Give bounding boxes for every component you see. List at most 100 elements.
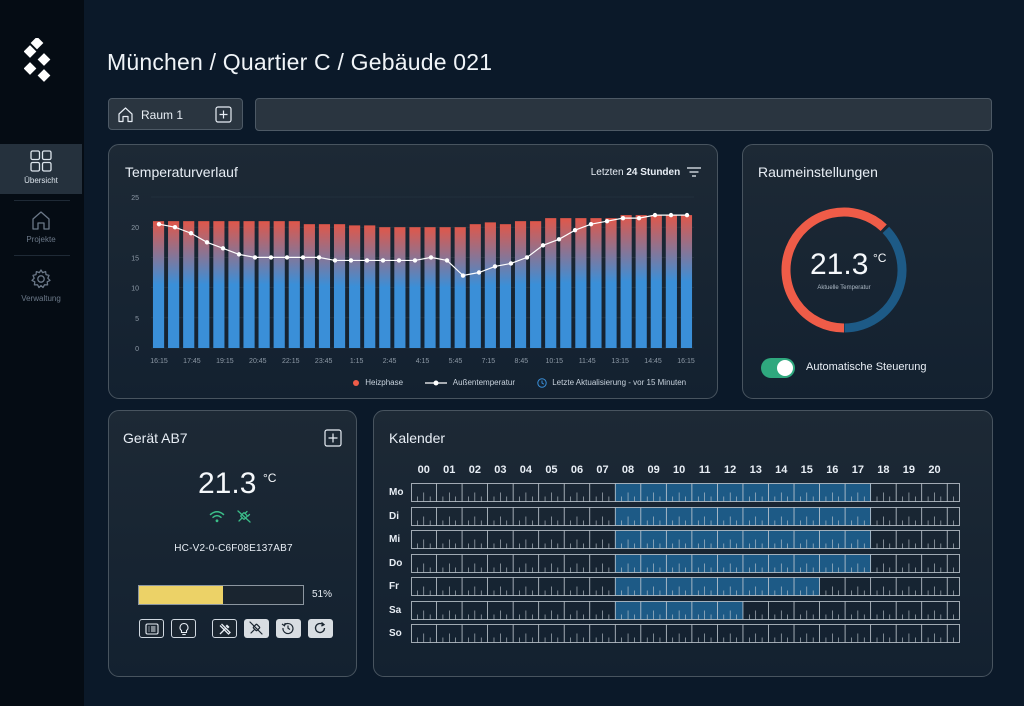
chart-bar [333,224,346,348]
calendar-hour-label: 18 [877,464,890,476]
calendar-day-row[interactable] [411,600,960,620]
calendar-hour-label: 15 [800,464,813,476]
outside-temperature-point [284,255,290,260]
grid-icon [30,150,52,172]
divider [14,200,70,201]
x-tick-label: 11:45 [579,358,596,365]
add-device-icon[interactable] [324,429,342,447]
battery-label: 51% [312,589,333,600]
y-tick-label: 5 [135,316,139,323]
x-tick-label: 19:15 [216,358,234,365]
chart-bar [152,221,165,348]
chart-bar [530,221,542,348]
calendar-day-row[interactable] [411,530,960,549]
room-settings-card: Raumeinstellungen 21.3 °C Aktuelle Tempe… [742,144,993,399]
search-input[interactable] [255,98,992,131]
calendar-day-row[interactable] [411,624,960,643]
calendar-day-label: Sa [389,604,402,616]
range-value: 24 Stunden [626,167,681,178]
x-tick-label: 22:15 [282,358,300,365]
x-tick-label: 2:45 [383,358,397,365]
chart-bar [243,221,255,348]
chart-bar [454,227,466,348]
page-title: München / Quartier C / Gebäude 021 [107,49,493,75]
auto-control-toggle[interactable] [761,358,795,378]
add-room-icon[interactable] [215,106,232,123]
outside-temperature-point [332,258,338,263]
clock-icon [537,378,547,388]
outside-temperature-point [588,221,594,227]
calendar-hour-label: 13 [749,464,762,476]
outside-temperature-point [220,246,226,251]
calendar-hour-label: 06 [570,464,584,476]
x-tick-label: 23:45 [315,358,333,365]
range-selector[interactable]: Letzten 24 Stunden [591,167,701,178]
calendar-day-label: So [389,628,402,639]
light-button[interactable] [171,619,196,638]
auto-control-label: Automatische Steuerung [806,361,927,373]
battery-progress [138,585,304,605]
history-button[interactable] [276,619,301,638]
outside-temperature-point [524,255,530,260]
outside-temperature-point [364,258,370,263]
legend-update: Letzte Aktualisierung - vor 15 Minuten [537,378,686,388]
sidebar-item-projekte[interactable]: Projekte [0,203,82,253]
list-button[interactable] [139,619,164,638]
outside-temperature-point [556,237,562,242]
outside-temperature-point [412,258,418,263]
plug-icon [237,510,252,523]
card-title: Raumeinstellungen [758,164,878,180]
disconnect-button[interactable] [244,619,269,638]
logo-icon [24,38,51,82]
x-tick-label: 5:45 [449,358,463,365]
x-tick-label: 16:15 [677,358,695,365]
calendar-hour-label: 16 [826,464,839,476]
chart-bar [680,215,693,348]
battery-fill [139,586,223,604]
sidebar-item-verwaltung[interactable]: Verwaltung [0,262,82,312]
chart-bar [168,221,180,348]
outside-temperature-point [652,212,658,218]
home-icon [32,211,50,230]
list-icon [145,623,159,635]
room-selector[interactable]: Raum 1 [108,98,243,130]
refresh-button[interactable] [308,619,333,638]
legend-outside: Außentemperatur [425,378,515,387]
calendar-hour-label: 04 [519,464,533,476]
calendar-day-row[interactable] [411,483,960,502]
device-status-icons [209,510,252,528]
outside-temperature-point [316,255,322,260]
outside-temperature-point [604,218,610,224]
outside-temperature-point [396,258,402,263]
calendar-day-row[interactable] [411,577,960,596]
range-prefix: Letzten [590,167,624,178]
temperature-gauge [781,207,907,333]
calendar-hour-label: 07 [596,464,609,476]
sidebar-item-uebersicht[interactable]: Übersicht [0,144,82,194]
home-icon [118,107,133,123]
tools-icon [219,623,231,635]
tools-button[interactable] [212,619,237,638]
calendar-day-row[interactable] [411,553,960,573]
heating-dot-icon [353,379,359,386]
outside-temperature-point [460,273,466,278]
chart-bar [590,218,602,348]
temperature-chart: 0 5 10 15 20 25 16:15 17:45 19:15 20:45 22:15 23:45… [131,195,695,365]
calendar-hour-label: 00 [417,464,430,476]
outside-temperature-point [188,231,194,236]
calendar-hour-label: 02 [468,464,481,476]
chart-bar [183,221,195,348]
x-tick-label: 13:15 [611,358,629,365]
gauge-warm-arc [781,207,887,333]
x-tick-label: 17:45 [183,358,201,365]
outside-temperature-point [236,252,242,257]
outside-temperature-line [158,214,687,277]
calendar-hour-label: 09 [647,464,660,476]
calendar-hour-label: 17 [851,464,864,476]
legend-heating: Heizphase [353,378,403,387]
chart-bar [288,221,300,348]
calendar-day-row[interactable] [411,506,960,526]
chart-bar [469,224,481,348]
outside-temperature-point [684,212,690,218]
chart-bar [379,227,391,348]
